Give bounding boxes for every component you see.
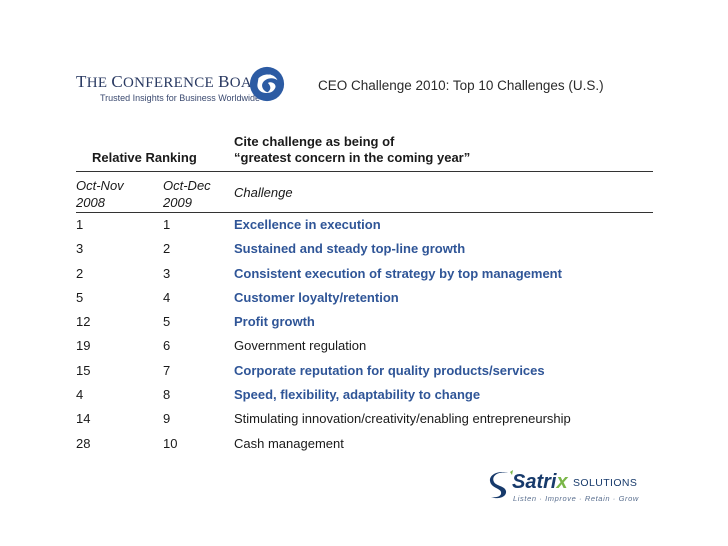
org-name-part: B	[218, 72, 230, 91]
challenge-text: Government regulation	[234, 338, 367, 354]
table-row: 28 10 Cash management	[76, 433, 653, 457]
satrix-swoosh-icon	[489, 470, 513, 499]
rank-2009: 3	[163, 265, 171, 281]
table-row: 5 4 Customer loyalty/retention	[76, 287, 653, 311]
relative-ranking-header: Relative Ranking	[92, 150, 197, 165]
table-row: 14 9 Stimulating innovation/creativity/e…	[76, 408, 653, 432]
column-header-2008-line2: 2008	[76, 195, 105, 210]
challenge-table-body: 1 1 Excellence in execution 3 2 Sustaine…	[76, 214, 653, 457]
brand-solutions: SOLUTIONS	[573, 477, 638, 489]
rank-2008: 12	[76, 314, 91, 330]
conference-board-emblem-icon	[249, 66, 285, 102]
org-tagline: Trusted Insights for Business Worldwide	[100, 93, 261, 103]
challenge-text: Excellence in execution	[234, 217, 381, 232]
rank-2009: 4	[163, 289, 171, 305]
brand-tagline: Listen · Improve · Retain · Grow	[513, 494, 639, 503]
rank-2009: 1	[163, 217, 171, 232]
table-row: 19 6 Government regulation	[76, 335, 653, 359]
org-name-part: ONFERENCE	[122, 75, 219, 91]
brand-name-x: x	[556, 471, 568, 493]
rank-2008: 15	[76, 362, 91, 378]
rank-2008: 3	[76, 241, 84, 257]
rank-2008: 1	[76, 217, 84, 232]
table-row: 1 1 Excellence in execution	[76, 214, 653, 238]
rank-2009: 5	[163, 314, 171, 330]
rank-2008: 4	[76, 387, 84, 403]
rank-2008: 2	[76, 265, 84, 281]
org-name-part: T	[76, 72, 87, 91]
rank-2009: 10	[163, 435, 178, 451]
org-name-part: HE	[86, 75, 112, 91]
rank-2008: 14	[76, 411, 91, 427]
subheader-divider	[76, 212, 653, 213]
rank-2009: 6	[163, 338, 171, 354]
table-row: 15 7 Corporate reputation for quality pr…	[76, 360, 653, 384]
rank-2008: 19	[76, 338, 91, 354]
table-row: 12 5 Profit growth	[76, 311, 653, 335]
column-header-2008: Oct-Nov 2008	[76, 177, 124, 211]
conference-board-logo: THE CONFERENCE BOARD Trusted Insights fo…	[76, 72, 273, 103]
table-row: 2 3 Consistent execution of strategy by …	[76, 263, 653, 287]
org-name-part: C	[111, 72, 123, 91]
table-row: 4 8 Speed, flexibility, adaptability to …	[76, 384, 653, 408]
slide-title: CEO Challenge 2010: Top 10 Challenges (U…	[318, 78, 604, 93]
rank-2008: 5	[76, 289, 84, 305]
rank-2009: 2	[163, 241, 171, 257]
org-name: THE CONFERENCE BOARD	[76, 72, 273, 92]
challenge-text: Speed, flexibility, adaptability to chan…	[234, 387, 481, 403]
challenge-group-header-line2: “greatest concern in the coming year”	[234, 150, 471, 165]
satrix-solutions-logo: Satrix SOLUTIONS Listen · Improve · Reta…	[488, 470, 638, 506]
brand-name-text: Satri	[512, 471, 557, 493]
column-header-2009-line2: 2009	[163, 195, 192, 210]
challenge-text: Stimulating innovation/creativity/enabli…	[234, 411, 571, 427]
header-divider	[76, 171, 653, 172]
challenge-text: Cash management	[234, 435, 344, 451]
rank-2009: 7	[163, 362, 171, 378]
challenge-text: Customer loyalty/retention	[234, 289, 399, 305]
challenge-text: Sustained and steady top-line growth	[234, 241, 466, 257]
rank-2009: 8	[163, 387, 171, 403]
column-header-2009-line1: Oct-Dec	[163, 178, 211, 193]
challenge-text: Profit growth	[234, 314, 315, 330]
challenge-group-header: Cite challenge as being of “greatest con…	[234, 134, 470, 166]
rank-2009: 9	[163, 411, 171, 427]
challenge-text: Corporate reputation for quality product…	[234, 362, 545, 378]
column-header-2009: Oct-Dec 2009	[163, 177, 211, 211]
challenge-text: Consistent execution of strategy by top …	[234, 265, 562, 281]
column-header-challenge: Challenge	[234, 185, 293, 200]
column-header-2008-line1: Oct-Nov	[76, 178, 124, 193]
rank-2008: 28	[76, 435, 91, 451]
brand-name: Satrix	[512, 471, 568, 494]
table-row: 3 2 Sustained and steady top-line growth	[76, 238, 653, 262]
challenge-group-header-line1: Cite challenge as being of	[234, 134, 395, 149]
